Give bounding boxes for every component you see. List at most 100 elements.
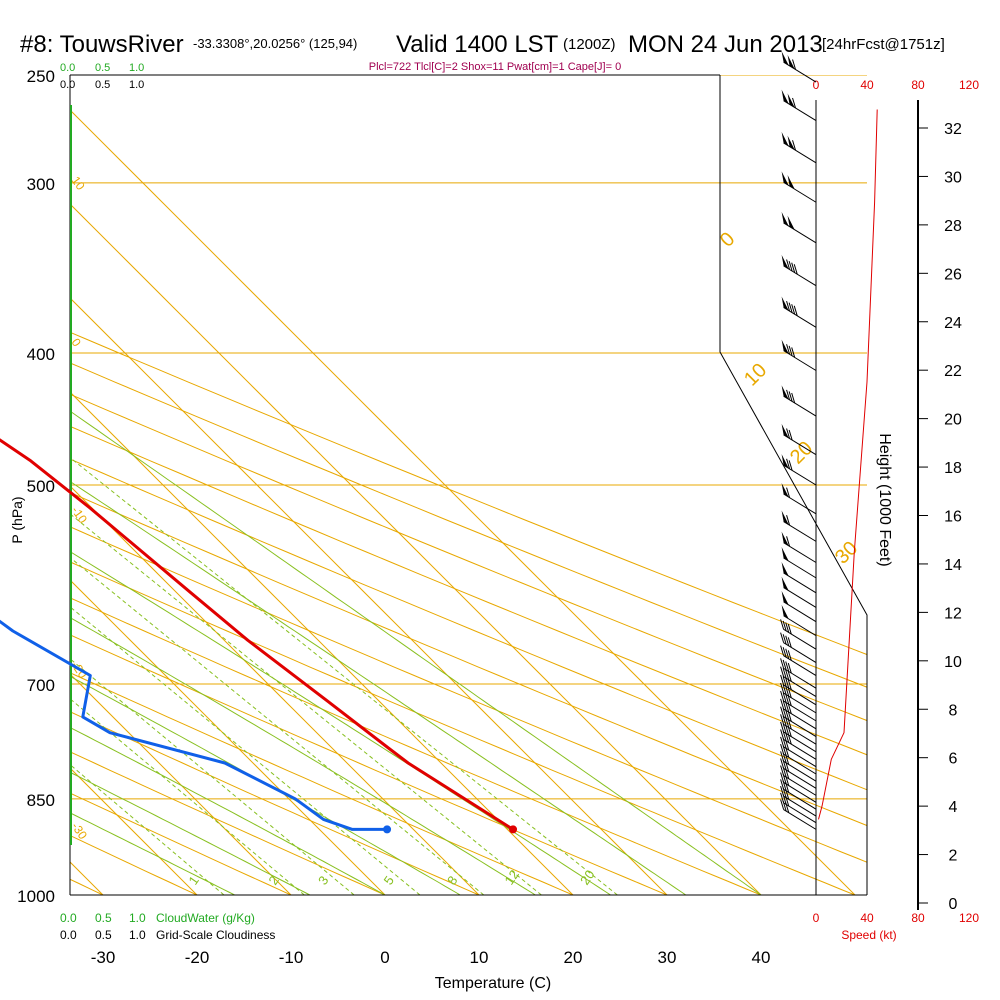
wind-barb-feather [780,682,785,694]
height-tick-label: 30 [944,169,962,186]
speed-tick: 80 [911,78,925,92]
wind-barb-feather [793,305,798,316]
wind-barb-feather [785,739,790,751]
wind-barb-feather [786,389,791,401]
wind-barb-pennant [781,51,789,66]
height-tick-label: 28 [944,218,962,235]
wind-barb-shaft [783,667,817,689]
wind-barb-feather [787,703,792,714]
wind-barb-feather [782,730,787,742]
dry-adiabat-line [70,362,867,688]
wind-barb-feather [785,724,790,736]
wind-barb-shaft [783,692,817,714]
wind-barb-pennant [781,454,789,469]
mixing-ratio-line [70,658,355,895]
wind-barb-feather [788,429,793,441]
wind-barb-feather [780,799,785,810]
wind-barb-feather [791,262,796,273]
wind-barb-pennant [781,604,789,619]
moist-adiabat-line [70,726,386,895]
wind-barb-pennant [781,89,789,104]
wind-barb-shaft [783,768,817,789]
cloudiness-label: Grid-Scale Cloudiness [156,928,275,942]
wind-barb-feather [780,619,785,630]
wind-barb-feather [785,648,790,659]
wind-barb-shaft [783,809,817,830]
plot-frame [69,74,868,896]
wind-barb-feather [782,738,787,749]
height-axis-label: Height (1000 Feet) [876,433,893,566]
height-tick-label: 18 [944,460,962,477]
wind-barb-feather [782,620,787,632]
height-tick-label: 10 [944,654,962,671]
dewpoint-trace [0,619,388,831]
wind-barb-feather [780,786,785,797]
wind-barb [780,721,817,753]
wind-barb-feather [788,260,793,272]
wind-barb-feather [788,460,793,471]
wind-barb-shaft [783,753,817,775]
wind-barb-shaft [783,655,817,676]
height-tick-label: 14 [944,557,962,574]
cloudiness-tick: 0.0 [60,79,75,91]
valid-date: MON 24 Jun 2013 [628,31,823,58]
wind-barb-feather [792,59,797,70]
wind-barb-feather [780,645,785,656]
wind-barb-feather [780,658,785,669]
wind-barb-feather [782,676,787,687]
dry-adiabat-line [70,672,574,895]
wind-barb-feather [780,736,785,747]
cloudiness-tick: 1.0 [129,79,144,91]
wind-barb-feather [791,347,796,358]
wind-barb-feather [787,637,792,648]
dry-adiabat-line [70,393,867,722]
wind-barb-shaft [783,700,817,722]
wind-barb-feather [780,758,785,769]
wind-barb [781,576,817,608]
height-tick-label: 16 [944,509,962,526]
temperature-axis-label: Temperature (C) [435,975,551,992]
cloudiness-tick: 1.0 [129,928,146,942]
wind-barb-shaft [783,628,817,650]
wind-barb-pennant [781,510,789,525]
wind-barb-feather [786,487,791,498]
height-tick-label: 12 [944,605,962,622]
wind-barb-feather [780,792,785,804]
wind-barb-feather [782,684,787,695]
wind-barb [781,131,817,164]
mixing-ratio-line [70,556,485,895]
dry-adiabat-line [70,751,386,895]
speed-tick: 0 [813,911,820,925]
height-tick-label: 0 [949,896,958,913]
pressure-tick-label: 400 [27,345,55,364]
cloudwater-tick: 0.5 [95,62,110,74]
wind-barb-pennant [781,423,789,438]
wind-barb-shaft [783,708,817,730]
height-tick-label: 8 [949,702,958,719]
wind-barb [780,674,817,706]
wind-barb [781,385,817,417]
wind-barb [781,547,817,579]
pressure-tick-label: 1000 [17,887,55,906]
wind-barb [780,706,817,737]
wind-barb-feather [785,694,790,705]
wind-barb-shaft [783,716,817,737]
cloudwater-tick: 0.0 [60,62,75,74]
cloudwater-tick: 0.5 [95,911,112,925]
wind-barb-feather [780,729,785,740]
sounding-series [0,109,878,834]
wind-barb-feather [782,634,787,645]
speed-tick: 40 [860,78,874,92]
wind-barb-feather [788,345,793,357]
wind-barb-shaft [783,746,817,768]
moist-adiabat-line [70,771,311,895]
wind-barb-feather [787,623,792,635]
height-tick-label: 6 [949,751,958,768]
pressure-tick-label: 700 [27,676,55,695]
wind-barb-feather [780,751,785,762]
wind-barb-feather [780,706,785,717]
wind-barb [781,254,817,287]
mixing-ratio-line [70,456,618,895]
wind-barb-feather [787,650,792,661]
wind-barb-feather [785,622,790,633]
